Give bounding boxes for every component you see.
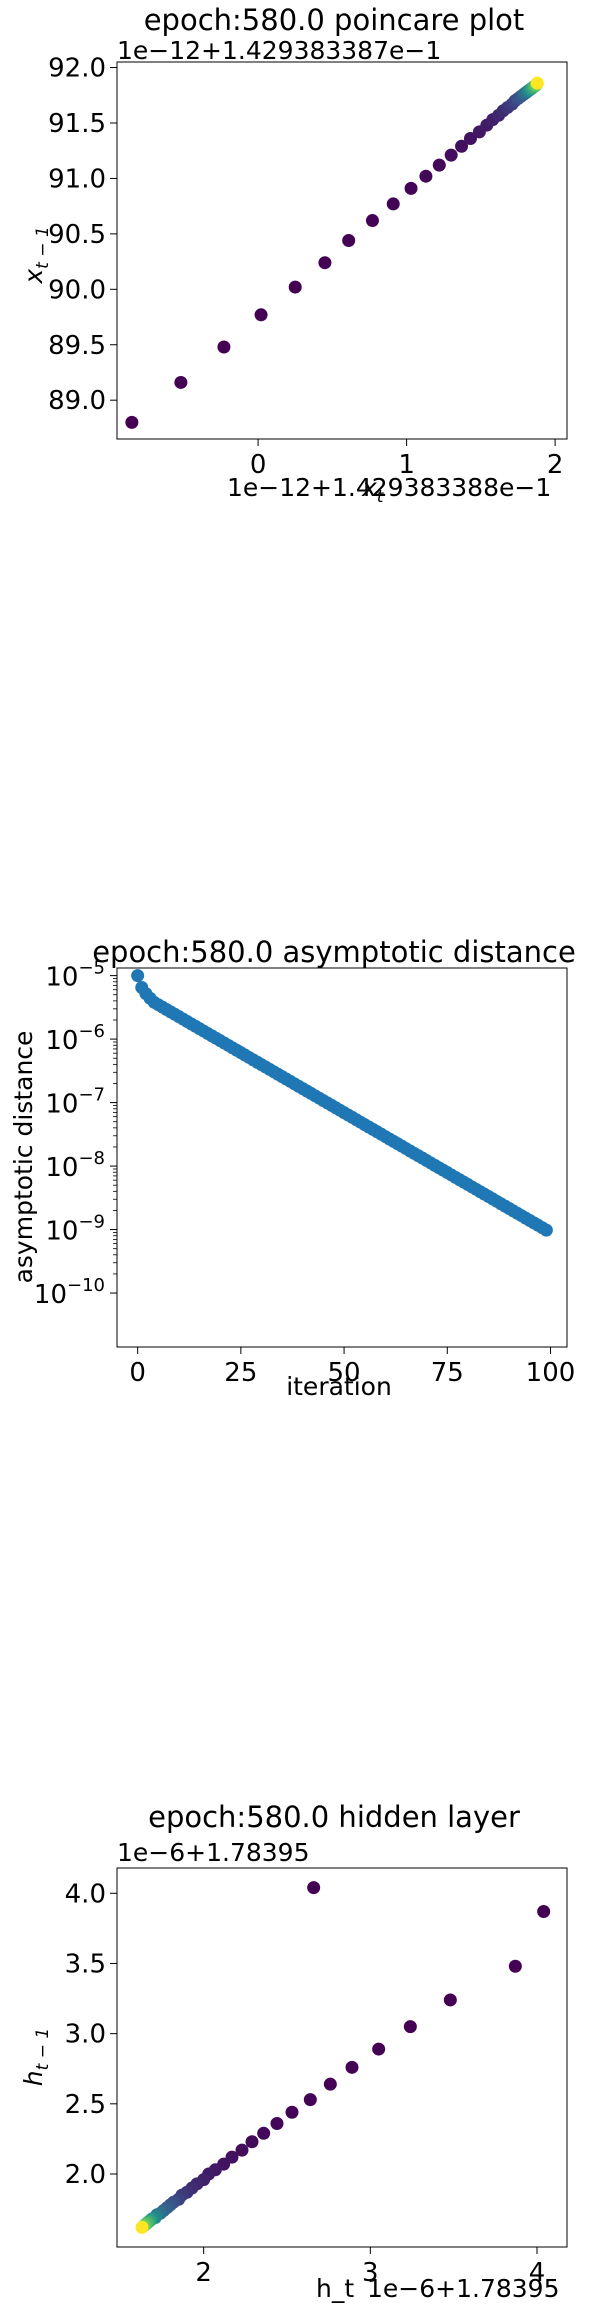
asymptotic-y-tick-label: 10−7 <box>45 1085 105 1120</box>
hidden-y-tick-label: 4.0 <box>65 1879 106 1909</box>
hidden-point <box>303 2093 317 2107</box>
asymptotic-y-tick-label: 10−10 <box>34 1275 105 1310</box>
hidden-point <box>508 1959 522 1973</box>
hidden-layer-frame <box>116 1867 568 2248</box>
hidden-y-axis-label: ht − 1 <box>19 2028 53 2086</box>
poincare-point <box>463 132 477 146</box>
asymptotic-distance-frame <box>116 967 568 1348</box>
poincare-y-axis-label: xt − 1 <box>19 226 53 284</box>
poincare-point <box>365 214 379 228</box>
poincare-point <box>254 308 268 322</box>
hidden-layer-chart: epoch:580.0 hidden layer 1e−6+1.78395 2 3… <box>19 1800 568 2303</box>
poincare-y-tick-label: 91.5 <box>48 109 106 139</box>
asymptotic-x-axis-label: iteration <box>286 1372 392 1401</box>
poincare-point <box>125 415 139 429</box>
poincare-plot-chart: epoch:580.0 poincare plot 1e−12+1.429383… <box>19 3 568 507</box>
poincare-point <box>318 256 332 270</box>
hidden-point <box>235 2143 249 2157</box>
poincare-y-offset-label: 1e−12+1.429383387e−1 <box>117 36 441 65</box>
hidden-y-tick-label: 3.0 <box>65 2020 106 2050</box>
asymptotic-point <box>539 1223 553 1237</box>
poincare-x-tick-label: 2 <box>547 450 564 480</box>
poincare-y-tick-label: 90.5 <box>48 220 106 250</box>
hidden-point <box>135 2220 149 2234</box>
poincare-point <box>419 169 433 183</box>
poincare-x-tick-label: 1 <box>398 450 415 480</box>
poincare-point <box>432 158 446 172</box>
hidden-x-tick-label: 2 <box>195 2258 212 2288</box>
poincare-x-offset-label: 1e−12+1.429383388e−1 <box>227 473 551 502</box>
hidden-point <box>270 2116 284 2130</box>
asymptotic-distance-chart: epoch:580.0 asymptotic distance 0 25 50 75 1… <box>9 935 576 1401</box>
poincare-point <box>455 139 469 153</box>
hidden-point <box>443 1993 457 2007</box>
hidden-x-offset-label: 1e−6+1.78395 <box>367 2274 559 2303</box>
poincare-point <box>530 76 544 90</box>
hidden-point <box>403 2020 417 2034</box>
asymptotic-y-tick-label: 10−5 <box>45 958 105 993</box>
poincare-point <box>404 181 418 195</box>
poincare-point <box>174 375 188 389</box>
poincare-y-tick-label: 89.5 <box>48 331 106 361</box>
poincare-x-tick-label: 0 <box>250 450 267 480</box>
poincare-plot-frame <box>116 61 568 440</box>
poincare-y-tick-label: 90.0 <box>48 275 106 305</box>
hidden-point <box>285 2105 299 2119</box>
hidden-layer-title: epoch:580.0 hidden layer <box>148 1800 520 1834</box>
poincare-y-tick-label: 91.0 <box>48 164 106 194</box>
hidden-point <box>537 1905 551 1919</box>
hidden-y-tick-label: 3.5 <box>65 1949 106 1979</box>
asymptotic-x-tick-label: 0 <box>129 1358 146 1388</box>
poincare-y-tick-label: 89.0 <box>48 386 106 416</box>
hidden-point <box>307 1881 321 1895</box>
poincare-point <box>444 148 458 162</box>
asymptotic-x-tick-label: 100 <box>526 1358 576 1388</box>
asymptotic-y-tick-label: 10−8 <box>45 1148 105 1183</box>
poincare-point <box>342 234 356 248</box>
poincare-y-tick-label: 92.0 <box>48 54 106 84</box>
asymptotic-y-tick-label: 10−6 <box>45 1021 105 1056</box>
hidden-point <box>257 2126 271 2140</box>
poincare-point <box>217 340 231 354</box>
hidden-y-tick-label: 2.0 <box>65 2160 106 2190</box>
hidden-point <box>345 2060 359 2074</box>
poincare-point <box>386 197 400 211</box>
asymptotic-y-axis-label: asymptotic distance <box>9 1031 38 1284</box>
hidden-point <box>372 2042 386 2056</box>
hidden-y-tick-label: 2.5 <box>65 2090 106 2120</box>
hidden-y-offset-label: 1e−6+1.78395 <box>117 1838 309 1867</box>
asymptotic-point <box>131 969 145 983</box>
hidden-x-tick-label: 3 <box>362 2258 379 2288</box>
hidden-x-axis-label: h_t <box>316 2274 354 2303</box>
asymptotic-x-tick-label: 25 <box>224 1358 257 1388</box>
hidden-point <box>245 2135 259 2149</box>
hidden-point <box>323 2077 337 2091</box>
asymptotic-distance-title: epoch:580.0 asymptotic distance <box>92 935 576 969</box>
poincare-plot-title: epoch:580.0 poincare plot <box>144 3 525 37</box>
hidden-x-tick-label: 4 <box>529 2258 546 2288</box>
asymptotic-y-tick-label: 10−9 <box>45 1212 105 1247</box>
poincare-point <box>288 280 302 294</box>
asymptotic-x-tick-label: 75 <box>431 1358 464 1388</box>
asymptotic-x-tick-label: 50 <box>328 1358 361 1388</box>
